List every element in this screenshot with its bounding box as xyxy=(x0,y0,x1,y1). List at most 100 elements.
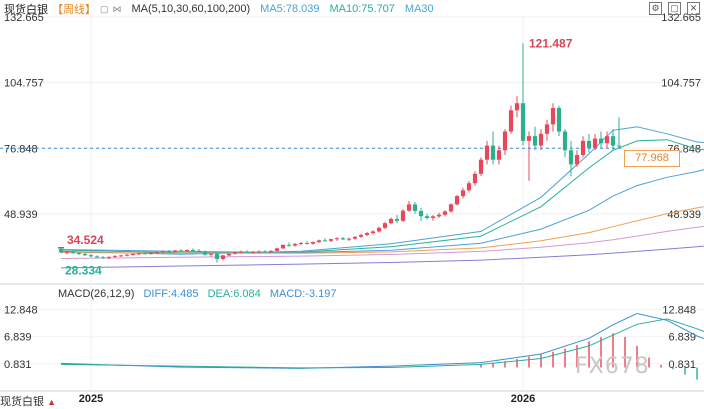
candle-up xyxy=(280,244,286,249)
candle-down xyxy=(196,250,202,252)
candle-up xyxy=(430,216,436,219)
candle-down xyxy=(586,140,592,148)
dropdown-icon[interactable]: ▢ xyxy=(100,3,109,14)
candle-down xyxy=(490,145,496,160)
high-annotation: 121.487 xyxy=(529,36,573,50)
ma-line-ma10 xyxy=(60,139,704,254)
candle-up xyxy=(172,250,178,252)
y-tick-left: 104.757 xyxy=(4,78,44,90)
candle-down xyxy=(190,250,196,252)
candle-down xyxy=(568,150,574,165)
candle-down xyxy=(142,253,148,255)
candle-up xyxy=(154,252,160,254)
close-icon[interactable]: ✕ xyxy=(687,2,700,15)
candle-up xyxy=(64,251,70,253)
candle-down xyxy=(214,253,220,259)
macd-y-tick-left: 6.839 xyxy=(4,332,32,344)
macd-y-tick-right: 12.848 xyxy=(662,305,696,317)
candle-down xyxy=(58,249,64,253)
y-tick-left: 48.939 xyxy=(4,209,38,221)
candle-up xyxy=(334,238,340,240)
instrument-title: 现货白银 xyxy=(4,4,48,16)
candle-up xyxy=(106,256,112,258)
footer-label: 现货白银 xyxy=(0,396,44,408)
candle-up xyxy=(376,227,382,232)
candle-up xyxy=(454,196,460,205)
candle-down xyxy=(178,250,184,252)
macd-y-tick-left: 0.831 xyxy=(4,359,32,371)
candle-up xyxy=(352,236,358,239)
macd-header: MACD(26,12,9) DIFF:4.485 DEA:6.084 MACD:… xyxy=(58,288,336,300)
candle-up xyxy=(574,154,580,165)
candle-down xyxy=(556,107,562,132)
candle-down xyxy=(412,204,418,211)
candle-down xyxy=(610,136,616,146)
candle-up xyxy=(160,251,166,253)
candle-up xyxy=(484,145,490,160)
macd-diff: DIFF:4.485 xyxy=(143,288,199,300)
candle-down xyxy=(304,242,310,244)
y-tick-right: 104.757 xyxy=(661,78,701,90)
candle-up xyxy=(124,254,130,256)
candle-down xyxy=(76,253,82,255)
settings-icon[interactable]: ⚙ xyxy=(649,2,662,15)
candle-up xyxy=(292,243,298,246)
footer-instrument[interactable]: 现货白银 ▲ xyxy=(0,393,56,409)
candle-up xyxy=(544,124,550,134)
y-tick-left: 132.665 xyxy=(4,12,44,24)
ma30-value: MA30 xyxy=(404,3,434,15)
candle-down xyxy=(94,256,100,258)
candle-up xyxy=(250,251,256,253)
candle-up xyxy=(256,251,262,253)
candle-up xyxy=(382,223,388,228)
candle-up xyxy=(472,173,478,184)
candle-up xyxy=(550,107,556,125)
candle-down xyxy=(520,103,526,141)
candle-up xyxy=(370,231,376,234)
candle-down xyxy=(244,251,250,253)
candle-up xyxy=(442,211,448,215)
macd-name[interactable]: MACD(26,12,9) xyxy=(58,288,135,300)
macd-dea: DEA:6.084 xyxy=(207,288,261,300)
candle-up xyxy=(268,250,274,253)
candle-up xyxy=(436,214,442,217)
candle-up xyxy=(130,254,136,256)
candle-up xyxy=(400,210,406,221)
macd-y-tick-left: 12.848 xyxy=(4,305,38,317)
ma-line-ma30 xyxy=(60,169,704,254)
candle-down xyxy=(424,216,430,219)
ma-label[interactable]: MA(5,10,30,60,100,200) xyxy=(131,3,251,15)
low-annotation: 28.334 xyxy=(65,263,102,277)
chart-header: 现货白银 【周线】 ▢ ⋈ MA(5,10,30,60,100,200) MA5… xyxy=(4,2,434,16)
candle-up xyxy=(220,255,226,259)
candle-down xyxy=(88,255,94,257)
candle-up xyxy=(184,250,190,252)
triangle-up-icon: ▲ xyxy=(47,397,56,407)
candle-up xyxy=(310,242,316,244)
indicator-icon[interactable]: ⋈ xyxy=(112,3,122,14)
candle-down xyxy=(532,136,538,146)
candle-up xyxy=(466,183,472,191)
candle-down xyxy=(262,251,268,253)
candle-up xyxy=(514,103,520,111)
candle-down xyxy=(562,131,568,151)
candle-up xyxy=(118,255,124,257)
candle-up xyxy=(148,252,154,255)
watermark: FX678 xyxy=(575,354,650,379)
candle-up xyxy=(208,253,214,255)
candle-up xyxy=(274,248,280,251)
period-label[interactable]: 【周线】 xyxy=(52,4,96,16)
candle-up xyxy=(364,233,370,235)
candle-up xyxy=(238,251,244,253)
macd-value: MACD:-3.197 xyxy=(269,288,337,300)
candle-up xyxy=(328,239,334,241)
candle-up xyxy=(226,253,232,256)
ma-line-ma60 xyxy=(60,206,704,254)
maximize-icon[interactable]: ▢ xyxy=(668,2,681,15)
candle-down xyxy=(418,210,424,217)
y-tick-right: 132.665 xyxy=(661,12,701,24)
left-annotation: 34.524 xyxy=(67,233,104,247)
candle-up xyxy=(508,110,514,132)
